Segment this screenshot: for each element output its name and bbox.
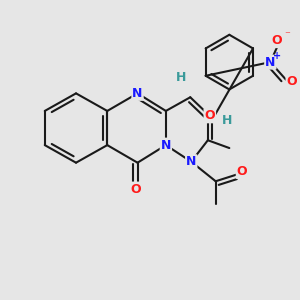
Text: H: H — [222, 114, 233, 127]
Text: O: O — [237, 165, 247, 178]
Text: O: O — [205, 109, 215, 122]
Text: +: + — [273, 51, 281, 61]
Text: O: O — [272, 34, 283, 47]
Text: O: O — [286, 75, 297, 88]
Text: N: N — [265, 56, 275, 69]
Text: N: N — [186, 155, 196, 168]
Text: O: O — [130, 183, 141, 196]
Text: H: H — [176, 71, 187, 84]
Text: N: N — [132, 87, 143, 100]
Text: N: N — [161, 139, 171, 152]
Text: ⁻: ⁻ — [284, 30, 290, 40]
